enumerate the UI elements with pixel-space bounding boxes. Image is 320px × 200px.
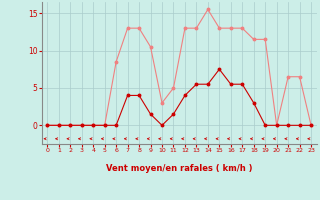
X-axis label: Vent moyen/en rafales ( km/h ): Vent moyen/en rafales ( km/h ) bbox=[106, 164, 252, 173]
